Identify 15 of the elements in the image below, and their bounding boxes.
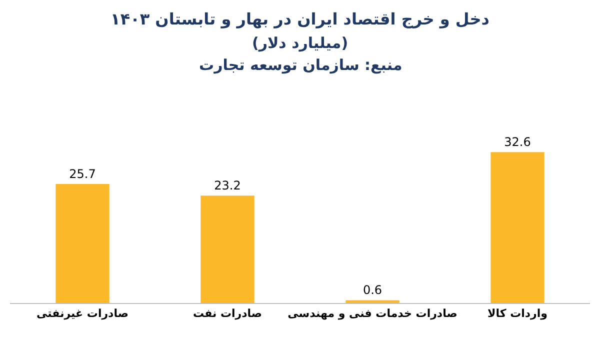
data-label: 23.2 [214, 178, 241, 193]
data-label: 0.6 [362, 283, 382, 298]
x-tick-label: صادرات خدمات فنی و مهندسی [288, 307, 458, 320]
chart-title: دخل و خرج اقتصاد ایران در بهار و تابستان ۱۴۰۳ [110, 10, 490, 29]
text: منبع: سازمان توسعه تجارت [199, 56, 402, 74]
chart-subtitle: (میلیارد دلار) [252, 34, 348, 52]
bar [490, 152, 544, 303]
bar [200, 196, 254, 303]
x-tick-label: واردات کالا [488, 307, 548, 320]
x-tick-label: صادرات غیرنفتی [36, 307, 128, 320]
bar [56, 184, 110, 303]
data-label: 25.7 [69, 167, 96, 182]
data-label: 32.6 [504, 135, 531, 150]
x-tick-label: صادرات نفت [192, 307, 262, 320]
bar [346, 300, 400, 303]
